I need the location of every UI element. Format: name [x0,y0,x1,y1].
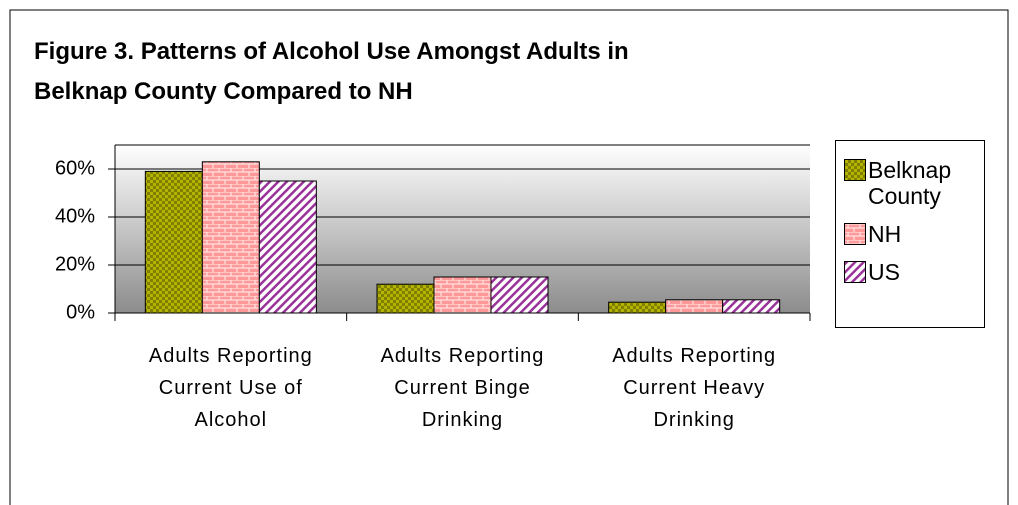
legend-item: Belknap County [844,157,980,209]
y-tick-label: 0% [66,301,95,323]
legend-swatch [844,223,866,245]
legend-swatch-rect [845,262,865,282]
legend: Belknap County NH US [835,140,985,328]
chart-title: Belknap County Compared to NH [34,78,413,105]
bar [144,170,203,314]
legend-item: US [844,259,980,285]
legend-swatch [844,261,866,283]
legend-label: US [868,259,900,285]
bar [376,283,435,314]
bar [433,276,492,314]
y-tick-label: 60% [55,157,95,179]
y-tick-label: 40% [55,205,95,227]
legend-swatch-rect [845,160,865,180]
y-tick-label: 20% [55,253,95,275]
bar [722,299,781,314]
bar [665,299,724,314]
chart-title: Figure 3. Patterns of Alcohol Use Amongs… [34,38,629,65]
legend-label: NH [868,221,902,247]
frame [9,9,1009,505]
bar [608,301,667,314]
legend-swatch-fill [845,224,865,244]
x-tick-label: Adults Reporting Current Heavy Drinking [612,345,777,431]
legend-swatch-rect [845,224,865,244]
bar [490,276,549,314]
x-tick-label: Adults Reporting Current Binge Drinking [380,345,545,431]
bar [201,161,260,314]
legend-swatch [844,159,866,181]
legend-item: NH [844,221,980,247]
legend-swatch-fill [845,262,865,282]
x-tick-label: Adults Reporting Current Use of Alcohol [148,345,313,431]
bar [258,180,317,314]
legend-label: Belknap County [868,157,952,209]
legend-swatch-fill [845,160,865,180]
